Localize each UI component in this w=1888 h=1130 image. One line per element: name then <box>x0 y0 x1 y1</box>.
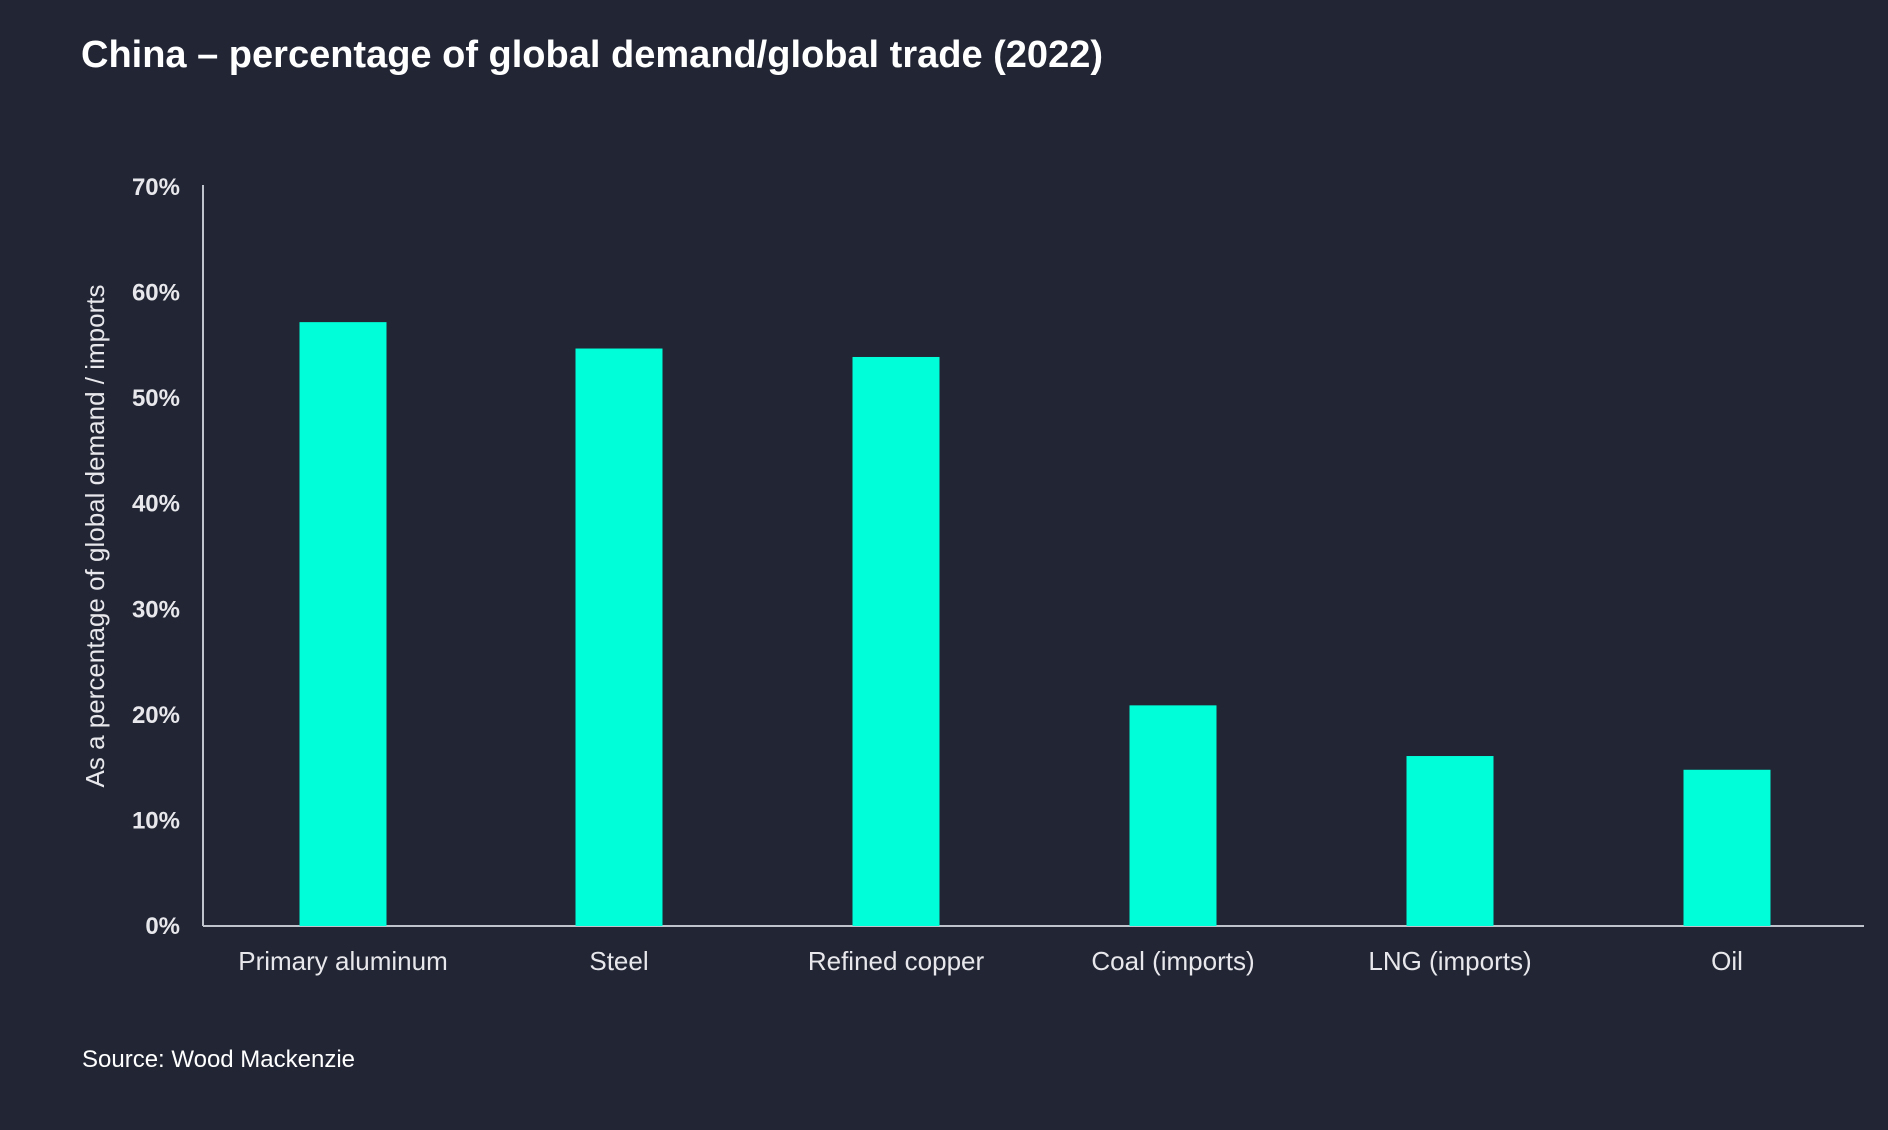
x-tick-label: Oil <box>1711 946 1743 976</box>
bar-lng-imports <box>1406 756 1494 926</box>
bar-primary-aluminum <box>299 322 387 926</box>
bar-refined-copper <box>852 356 940 927</box>
y-axis-label: As a percentage of global demand / impor… <box>80 285 110 788</box>
y-tick-label: 0% <box>145 913 180 940</box>
x-tick-label: LNG (imports) <box>1368 946 1531 976</box>
y-tick-label: 30% <box>132 596 180 623</box>
y-tick-label: 10% <box>132 807 180 834</box>
y-tick-label: 20% <box>132 702 180 729</box>
bar-oil <box>1683 769 1771 926</box>
x-tick-label: Primary aluminum <box>238 946 448 976</box>
x-tick-label: Coal (imports) <box>1091 946 1254 976</box>
y-tick-label: 50% <box>132 385 180 412</box>
y-tick-label: 40% <box>132 491 180 518</box>
bar-steel <box>575 348 663 926</box>
y-tick-label: 70% <box>132 174 180 201</box>
bar-coal-imports <box>1129 705 1217 926</box>
source-note: Source: Wood Mackenzie <box>82 1046 356 1073</box>
chart-title: China – percentage of global demand/glob… <box>81 34 1103 76</box>
x-tick-label: Steel <box>589 946 648 976</box>
y-tick-label: 60% <box>132 280 180 307</box>
x-tick-label: Refined copper <box>808 946 985 976</box>
